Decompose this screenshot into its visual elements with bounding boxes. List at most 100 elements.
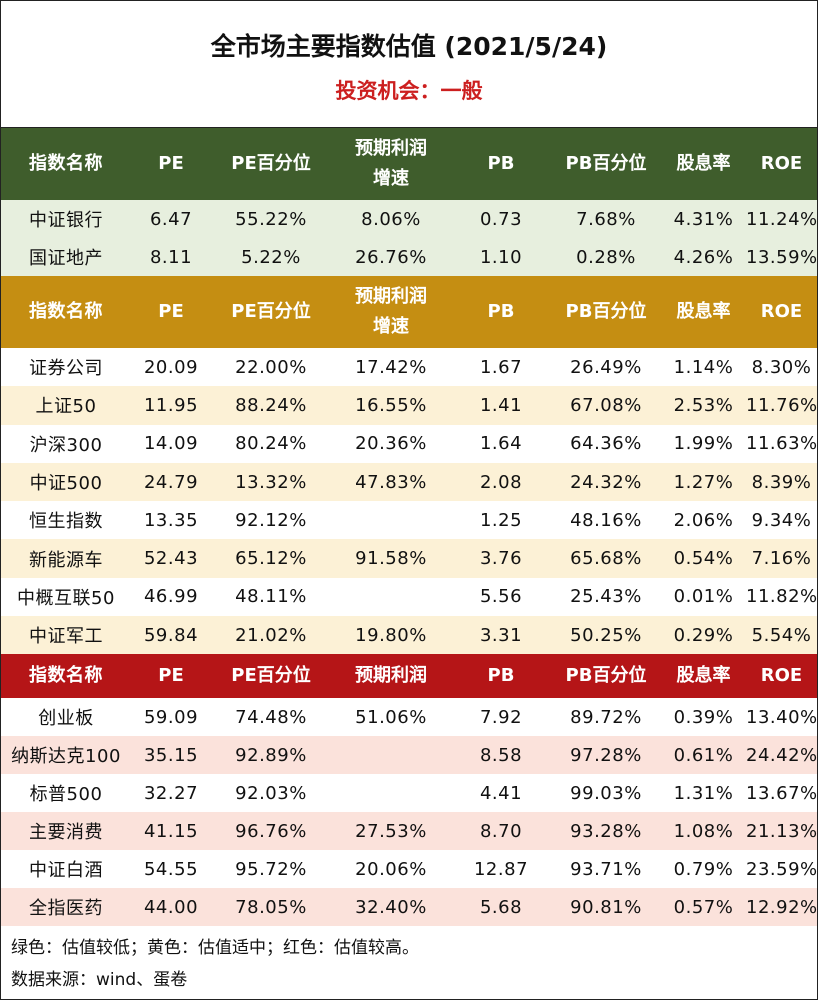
pe-pct-cell: 48.11%: [235, 586, 307, 608]
pe-pct-cell: 88.24%: [235, 394, 307, 416]
index-name-cell: 全指医药: [29, 898, 103, 920]
pe-cell: 14.09: [143, 433, 199, 455]
pb-cell: 3.76: [479, 548, 523, 570]
roe-cell: 23.59%: [746, 858, 818, 880]
growth-cell: 20.06%: [355, 858, 427, 880]
index-name-cell: 标普500: [29, 784, 103, 806]
pb-pct-cell: 93.71%: [570, 858, 642, 880]
pe-pct-cell: 92.12%: [235, 509, 307, 531]
pb-cell: 0.73: [479, 208, 523, 230]
roe-cell: 11.82%: [746, 586, 818, 608]
pb-cell: 1.67: [479, 356, 523, 378]
pb-pct-cell: 65.68%: [570, 548, 642, 570]
dividend-cell: 1.99%: [673, 433, 734, 455]
pb-pct-cell: 67.08%: [570, 394, 642, 416]
growth-cell: 27.53%: [355, 820, 427, 842]
pb-pct-cell: 26.49%: [570, 356, 642, 378]
column-header-pb: PB: [487, 153, 515, 174]
pb-cell: 1.25: [479, 509, 523, 531]
roe-cell: 12.92%: [746, 896, 818, 918]
pe-cell: 35.15: [143, 744, 199, 766]
column-header-roe: ROE: [760, 301, 803, 322]
table-row: 恒生指数 13.35 92.12% 1.25 48.16% 2.06% 9.34%: [1, 501, 817, 540]
pe-pct-cell: 74.48%: [235, 706, 307, 728]
roe-cell: 24.42%: [746, 744, 818, 766]
pb-pct-cell: 89.72%: [570, 706, 642, 728]
column-header-growth-line1: 预期利润: [355, 138, 427, 159]
pb-pct-cell: 50.25%: [570, 624, 642, 646]
roe-cell: 11.24%: [746, 208, 818, 230]
pe-pct-cell: 80.24%: [235, 433, 307, 455]
dividend-cell: 4.26%: [673, 246, 734, 268]
dividend-cell: 0.54%: [673, 548, 734, 570]
growth-cell: 32.40%: [355, 896, 427, 918]
pb-cell: 1.10: [479, 246, 523, 268]
index-name-cell: 国证地产: [29, 248, 103, 269]
index-name-cell: 中证军工: [29, 626, 103, 648]
pe-cell: 46.99: [143, 586, 199, 608]
pe-cell: 11.95: [143, 394, 199, 416]
column-header-pb-pct: PB百分位: [565, 153, 647, 174]
dividend-cell: 1.31%: [673, 782, 734, 804]
pe-pct-cell: 22.00%: [235, 356, 307, 378]
table-footer: 绿色：估值较低；黄色：估值适中；红色：估值较高。 数据来源：wind、蛋卷: [11, 932, 419, 996]
column-header-pe-pct: PE百分位: [231, 665, 311, 687]
table-row: 新能源车 52.43 65.12% 91.58% 3.76 65.68% 0.54% 7.16…: [1, 539, 817, 578]
pe-pct-cell: 55.22%: [235, 208, 307, 230]
growth-cell: 47.83%: [355, 471, 427, 493]
table-row: 中证银行 6.47 55.22% 8.06% 0.73 7.68% 4.31% 11.24%: [1, 200, 817, 238]
pb-cell: 8.70: [479, 820, 523, 842]
pb-cell: 1.64: [479, 433, 523, 455]
dividend-cell: 1.27%: [673, 471, 734, 493]
growth-cell: 20.36%: [355, 433, 427, 455]
table-row: 沪深300 14.09 80.24% 20.36% 1.64 64.36% 1.99% 11.…: [1, 424, 818, 463]
pe-pct-cell: 21.02%: [235, 624, 307, 646]
pb-pct-cell: 25.43%: [570, 586, 642, 608]
table-row: 中概互联50 46.99 48.11% 5.56 25.43% 0.01% 11.82%: [1, 577, 818, 617]
roe-cell: 13.67%: [746, 782, 818, 804]
growth-cell: 26.76%: [355, 246, 427, 268]
pe-cell: 59.09: [143, 706, 199, 728]
section-green: 指数名称 PE PE百分位 预期利润 增速 PB PB百分位 股息率 ROE 中…: [1, 128, 817, 276]
table-row: 全指医药 44.00 78.05% 32.40% 5.68 90.81% 0.57% 12.9…: [1, 888, 818, 927]
pe-pct-cell: 65.12%: [235, 548, 307, 570]
column-header-growth-line1: 预期利润: [355, 286, 427, 307]
table-row: 中证500 24.79 13.32% 47.83% 2.08 24.32% 1.27% 8.3…: [1, 462, 817, 502]
color-legend-note: 绿色：估值较低；黄色：估值适中；红色：估值较高。: [11, 938, 419, 958]
pb-pct-cell: 7.68%: [576, 208, 636, 230]
pb-cell: 2.08: [479, 471, 523, 493]
table-row: 证券公司 20.09 22.00% 17.42% 1.67 26.49% 1.14% 8.30…: [1, 348, 817, 387]
column-header-dividend: 股息率: [676, 301, 731, 322]
section-header-yellow: 指数名称 PE PE百分位 预期利润 增速 PB PB百分位 股息率 ROE: [1, 276, 817, 348]
table-row: 主要消费 41.15 96.76% 27.53% 8.70 93.28% 1.08% 21.1…: [1, 812, 817, 851]
roe-cell: 8.30%: [751, 356, 812, 378]
table-row: 中证白酒 54.55 95.72% 20.06% 12.87 93.71% 0.79% 23.…: [1, 850, 818, 889]
pe-pct-cell: 95.72%: [235, 858, 307, 880]
column-header-growth: 预期利润 增速: [331, 134, 451, 194]
pe-cell: 13.35: [143, 509, 199, 531]
roe-cell: 8.39%: [751, 471, 812, 493]
column-header-pe-pct: PE百分位: [231, 153, 311, 174]
pb-pct-cell: 97.28%: [570, 744, 642, 766]
roe-cell: 9.34%: [751, 509, 812, 531]
pe-cell: 24.79: [143, 471, 199, 493]
pe-cell: 6.47: [149, 208, 193, 230]
pb-cell: 5.56: [479, 586, 523, 608]
roe-cell: 11.63%: [746, 433, 818, 455]
column-header-pe-pct: PE百分位: [231, 301, 311, 322]
pb-pct-cell: 0.28%: [576, 246, 636, 268]
page-title: 全市场主要指数估值 (2021/5/24): [210, 32, 608, 61]
dividend-cell: 0.61%: [673, 744, 734, 766]
column-header-roe: ROE: [760, 665, 803, 687]
pb-pct-cell: 64.36%: [570, 433, 642, 455]
index-name-cell: 上证50: [35, 396, 97, 418]
pb-cell: 1.41: [479, 394, 523, 416]
dividend-cell: 1.08%: [673, 820, 734, 842]
column-header-growth-line2: 增速: [373, 168, 409, 189]
pe-cell: 20.09: [143, 356, 199, 378]
table-row: 国证地产 8.11 5.22% 26.76% 1.10 0.28% 4.26% 13.59%: [1, 238, 817, 276]
column-header-name: 指数名称: [29, 665, 103, 687]
column-header-pb: PB: [487, 665, 515, 687]
column-header-roe: ROE: [760, 153, 803, 174]
column-header-pe: PE: [158, 153, 184, 174]
